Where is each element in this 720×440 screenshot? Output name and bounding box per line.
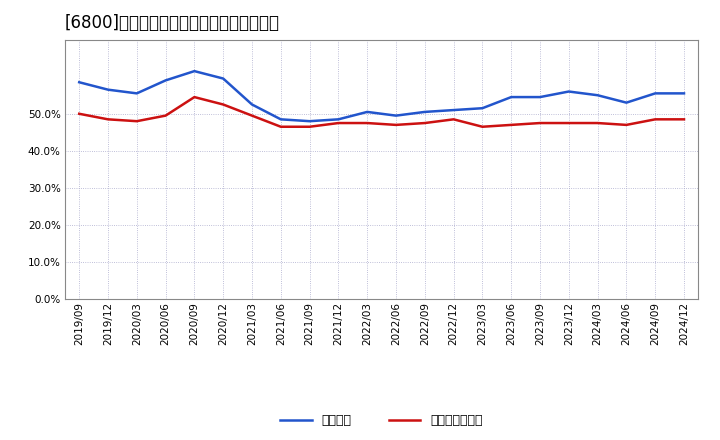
固定比率 [363,109,372,114]
固定長期適合率 [248,113,256,118]
固定比率 [248,102,256,107]
Line: 固定長期適合率: 固定長期適合率 [79,97,684,127]
固定長期適合率 [392,122,400,128]
固定長期適合率 [161,113,170,118]
固定比率 [420,109,429,114]
固定長期適合率 [651,117,660,122]
固定比率 [449,107,458,113]
固定長期適合率 [132,118,141,124]
固定比率 [305,118,314,124]
固定長期適合率 [478,124,487,129]
固定長期適合率 [276,124,285,129]
固定比率 [190,69,199,74]
固定長期適合率 [104,117,112,122]
固定比率 [276,117,285,122]
固定長期適合率 [190,95,199,100]
固定比率 [593,92,602,98]
固定比率 [75,80,84,85]
固定長期適合率 [449,117,458,122]
固定比率 [392,113,400,118]
固定比率 [564,89,573,94]
固定比率 [161,78,170,83]
固定比率 [132,91,141,96]
固定長期適合率 [680,117,688,122]
Text: [6800]　固定比率、固定長期適合率の推移: [6800] 固定比率、固定長期適合率の推移 [65,15,280,33]
固定比率 [478,106,487,111]
固定長期適合率 [363,121,372,126]
固定長期適合率 [622,122,631,128]
Line: 固定比率: 固定比率 [79,71,684,121]
固定比率 [104,87,112,92]
固定長期適合率 [305,124,314,129]
固定長期適合率 [564,121,573,126]
固定比率 [219,76,228,81]
固定長期適合率 [536,121,544,126]
固定比率 [651,91,660,96]
固定長期適合率 [593,121,602,126]
固定長期適合率 [75,111,84,117]
固定比率 [507,95,516,100]
固定長期適合率 [334,121,343,126]
Legend: 固定比率, 固定長期適合率: 固定比率, 固定長期適合率 [280,414,483,428]
固定比率 [622,100,631,105]
固定長期適合率 [219,102,228,107]
固定長期適合率 [507,122,516,128]
固定比率 [680,91,688,96]
固定比率 [536,95,544,100]
固定長期適合率 [420,121,429,126]
固定比率 [334,117,343,122]
